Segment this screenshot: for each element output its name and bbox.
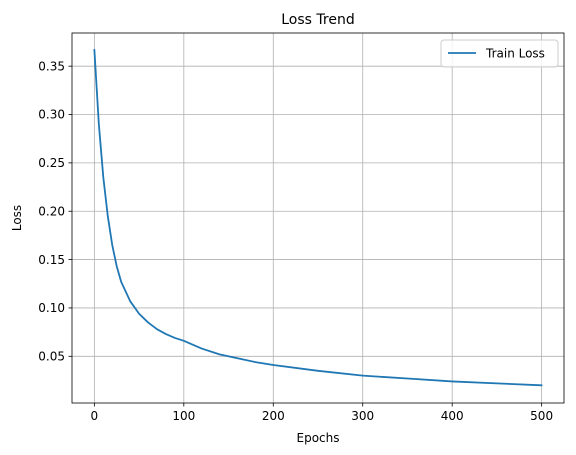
y-tick-label: 0.35 — [38, 59, 65, 73]
x-tick-label: 100 — [172, 409, 195, 423]
y-axis-ticks: 0.05 0.10 0.15 0.20 0.25 0.30 0.35 — [38, 59, 72, 363]
series-line-train-loss — [93, 48, 543, 387]
series-layer — [93, 48, 543, 387]
y-tick-label: 0.05 — [38, 349, 65, 363]
y-tick-label: 0.15 — [38, 253, 65, 267]
x-tick-label: 500 — [530, 409, 553, 423]
x-tick-label: 200 — [262, 409, 285, 423]
legend: Train Loss — [440, 39, 559, 68]
x-axis-ticks: 0 100 200 300 400 500 — [91, 403, 553, 423]
x-tick-label: 400 — [441, 409, 464, 423]
y-axis-label: Loss — [10, 205, 24, 231]
y-tick-label: 0.25 — [38, 156, 65, 170]
legend-label-train-loss: Train Loss — [485, 47, 545, 61]
plot-frame — [71, 32, 565, 404]
x-tick-label: 0 — [91, 409, 99, 423]
x-axis-label: Epochs — [297, 431, 340, 445]
legend-box — [440, 39, 559, 68]
chart-title: Loss Trend — [281, 12, 354, 28]
y-tick-label: 0.30 — [38, 108, 65, 122]
x-tick-label: 300 — [351, 409, 374, 423]
y-tick-label: 0.10 — [38, 301, 65, 315]
y-tick-label: 0.20 — [38, 204, 65, 218]
